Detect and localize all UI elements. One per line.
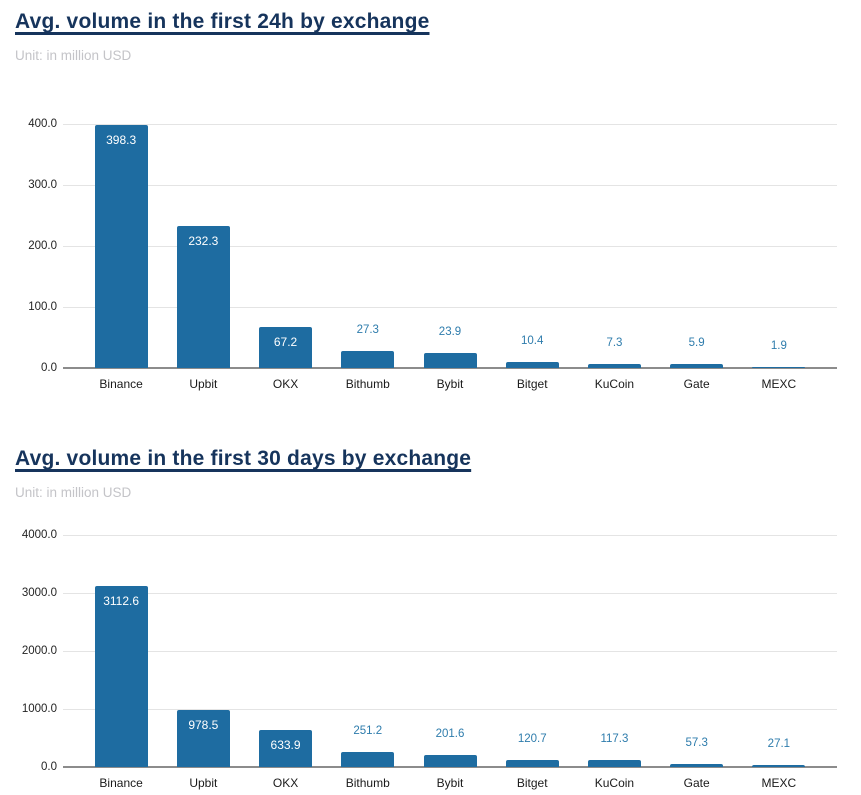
bar-chart-30d: 0.0 1000.0 2000.0 3000.0 4000.0 3112.6 Binance… — [15, 529, 837, 795]
value-label: 120.7 — [517, 732, 547, 745]
value-label: 398.3 — [106, 133, 137, 148]
value-label: 57.3 — [685, 736, 708, 749]
bar-chart-24h: 0.0 100.0 200.0 300.0 400.0 398.3 Binance 232.3… — [15, 118, 837, 396]
x-axis-label: Bitget — [516, 776, 548, 790]
x-axis-label: Gate — [683, 377, 710, 391]
bar-okx — [259, 327, 313, 368]
x-axis-label: Upbit — [189, 776, 218, 790]
gridline — [63, 651, 837, 652]
gridline — [63, 709, 837, 710]
value-label: 117.3 — [600, 733, 629, 746]
value-label: 27.3 — [356, 324, 379, 337]
value-label: 1.9 — [770, 339, 787, 352]
bar-bybit — [423, 353, 477, 368]
y-tick-label: 3000.0 — [21, 587, 57, 599]
x-axis-label: Bitget — [516, 377, 548, 391]
bar-bithumb — [341, 752, 395, 767]
bar-okx — [259, 730, 313, 767]
bar-mexc — [752, 366, 806, 369]
x-axis-label: Binance — [99, 776, 143, 790]
gridline — [63, 307, 837, 308]
chart-section-30d: Avg. volume in the first 30 days by exch… — [15, 445, 837, 795]
bar-upbit — [176, 710, 230, 767]
x-axis-label: Binance — [99, 377, 143, 391]
bar-gate — [670, 763, 724, 767]
value-label: 5.9 — [688, 337, 705, 350]
bar-binance — [94, 586, 148, 767]
y-tick-label: 0.0 — [41, 761, 57, 773]
value-label: 27.1 — [767, 738, 791, 751]
x-axis-label: MEXC — [761, 377, 797, 391]
y-tick-label: 400.0 — [28, 118, 57, 130]
value-label: 3112.6 — [103, 594, 140, 609]
gridline — [63, 185, 837, 186]
value-label: 232.3 — [188, 234, 219, 249]
bar-bithumb — [341, 351, 395, 368]
gridline — [63, 246, 837, 247]
y-tick-label: 1000.0 — [21, 703, 57, 715]
x-axis-label: Bithumb — [345, 776, 390, 790]
x-axis-label: KuCoin — [594, 377, 635, 391]
x-axis-label: OKX — [272, 377, 299, 391]
bar-kucoin — [587, 363, 641, 368]
chart-subtitle-30d: Unit: in million USD — [15, 485, 132, 500]
x-axis-label: MEXC — [761, 776, 797, 790]
x-axis-label: Bithumb — [345, 377, 390, 391]
x-axis-label: Bybit — [436, 776, 464, 790]
x-axis-label: KuCoin — [594, 776, 635, 790]
y-tick-label: 4000.0 — [21, 529, 57, 541]
chart-subtitle-24h: Unit: in million USD — [15, 48, 132, 63]
value-label: 67.2 — [273, 335, 298, 349]
value-label: 201.6 — [435, 728, 465, 741]
y-tick-label: 200.0 — [28, 240, 57, 252]
chart-section-24h: Avg. volume in the first 24h by exchange… — [15, 8, 837, 396]
bar-bybit — [423, 755, 477, 767]
value-label: 978.5 — [188, 718, 219, 733]
bar-gate — [670, 364, 724, 368]
bar-bitget — [505, 759, 559, 767]
y-tick-label: 0.0 — [41, 362, 57, 374]
x-axis-line — [63, 367, 837, 369]
gridline — [63, 593, 837, 594]
value-label: 23.9 — [438, 326, 462, 339]
value-label: 7.3 — [606, 336, 623, 349]
bar-kucoin — [587, 760, 641, 767]
chart-title-24h[interactable]: Avg. volume in the first 24h by exchange — [15, 10, 430, 33]
x-axis-label: Upbit — [189, 377, 218, 391]
value-label: 10.4 — [521, 334, 544, 347]
y-tick-label: 100.0 — [28, 301, 57, 313]
y-tick-label: 2000.0 — [21, 645, 57, 657]
x-axis-label: OKX — [272, 776, 299, 790]
x-axis-line — [63, 766, 837, 768]
bar-bitget — [505, 361, 559, 368]
value-label: 251.2 — [353, 725, 383, 738]
gridline — [63, 124, 837, 125]
x-axis-label: Bybit — [436, 377, 464, 391]
x-axis-label: Gate — [683, 776, 710, 790]
chart-title-30d[interactable]: Avg. volume in the first 30 days by exch… — [15, 447, 472, 470]
bar-mexc — [752, 765, 806, 767]
bar-binance — [94, 125, 148, 368]
y-tick-label: 300.0 — [28, 179, 57, 191]
value-label: 633.9 — [270, 738, 301, 753]
gridline — [63, 535, 837, 536]
bar-upbit — [176, 226, 230, 368]
